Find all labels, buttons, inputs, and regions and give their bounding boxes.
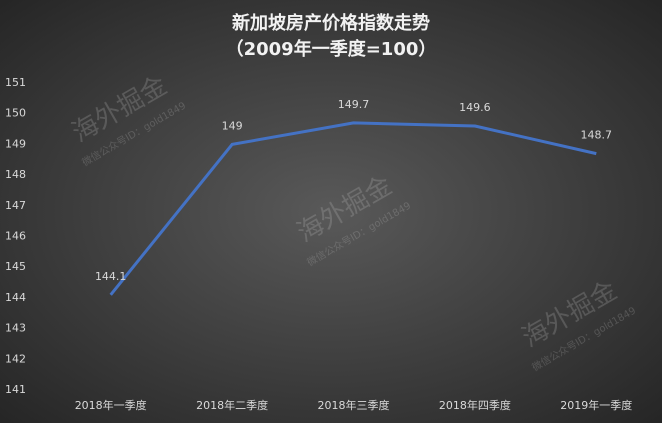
data-label: 149	[222, 119, 243, 132]
y-tick-label: 150	[5, 107, 26, 120]
y-tick-label: 149	[5, 137, 26, 150]
x-tick-label: 2018年一季度	[75, 398, 147, 412]
y-tick-label: 143	[5, 322, 26, 335]
y-tick-label: 147	[5, 199, 26, 212]
data-label: 148.7	[581, 129, 613, 142]
line	[109, 121, 597, 296]
y-tick-label: 151	[5, 76, 26, 89]
data-label: 149.6	[459, 101, 491, 114]
y-tick-label: 141	[5, 383, 26, 396]
data-label: 149.7	[338, 98, 370, 111]
chart-title: 新加坡房产价格指数走势	[232, 12, 430, 34]
x-tick-label: 2018年二季度	[196, 398, 268, 412]
x-tick-label: 2018年四季度	[439, 398, 511, 412]
x-tick-label: 2018年三季度	[318, 398, 390, 412]
data-label: 144.1	[95, 270, 127, 283]
x-tick-label: 2019年一季度	[560, 398, 632, 412]
y-tick-label: 142	[5, 352, 26, 365]
y-tick-label: 145	[5, 260, 26, 273]
y-tick-label: 144	[5, 291, 26, 304]
chart-subtitle: （2009年一季度=100）	[226, 38, 437, 60]
y-tick-label: 146	[5, 230, 26, 243]
y-tick-label: 148	[5, 168, 26, 181]
